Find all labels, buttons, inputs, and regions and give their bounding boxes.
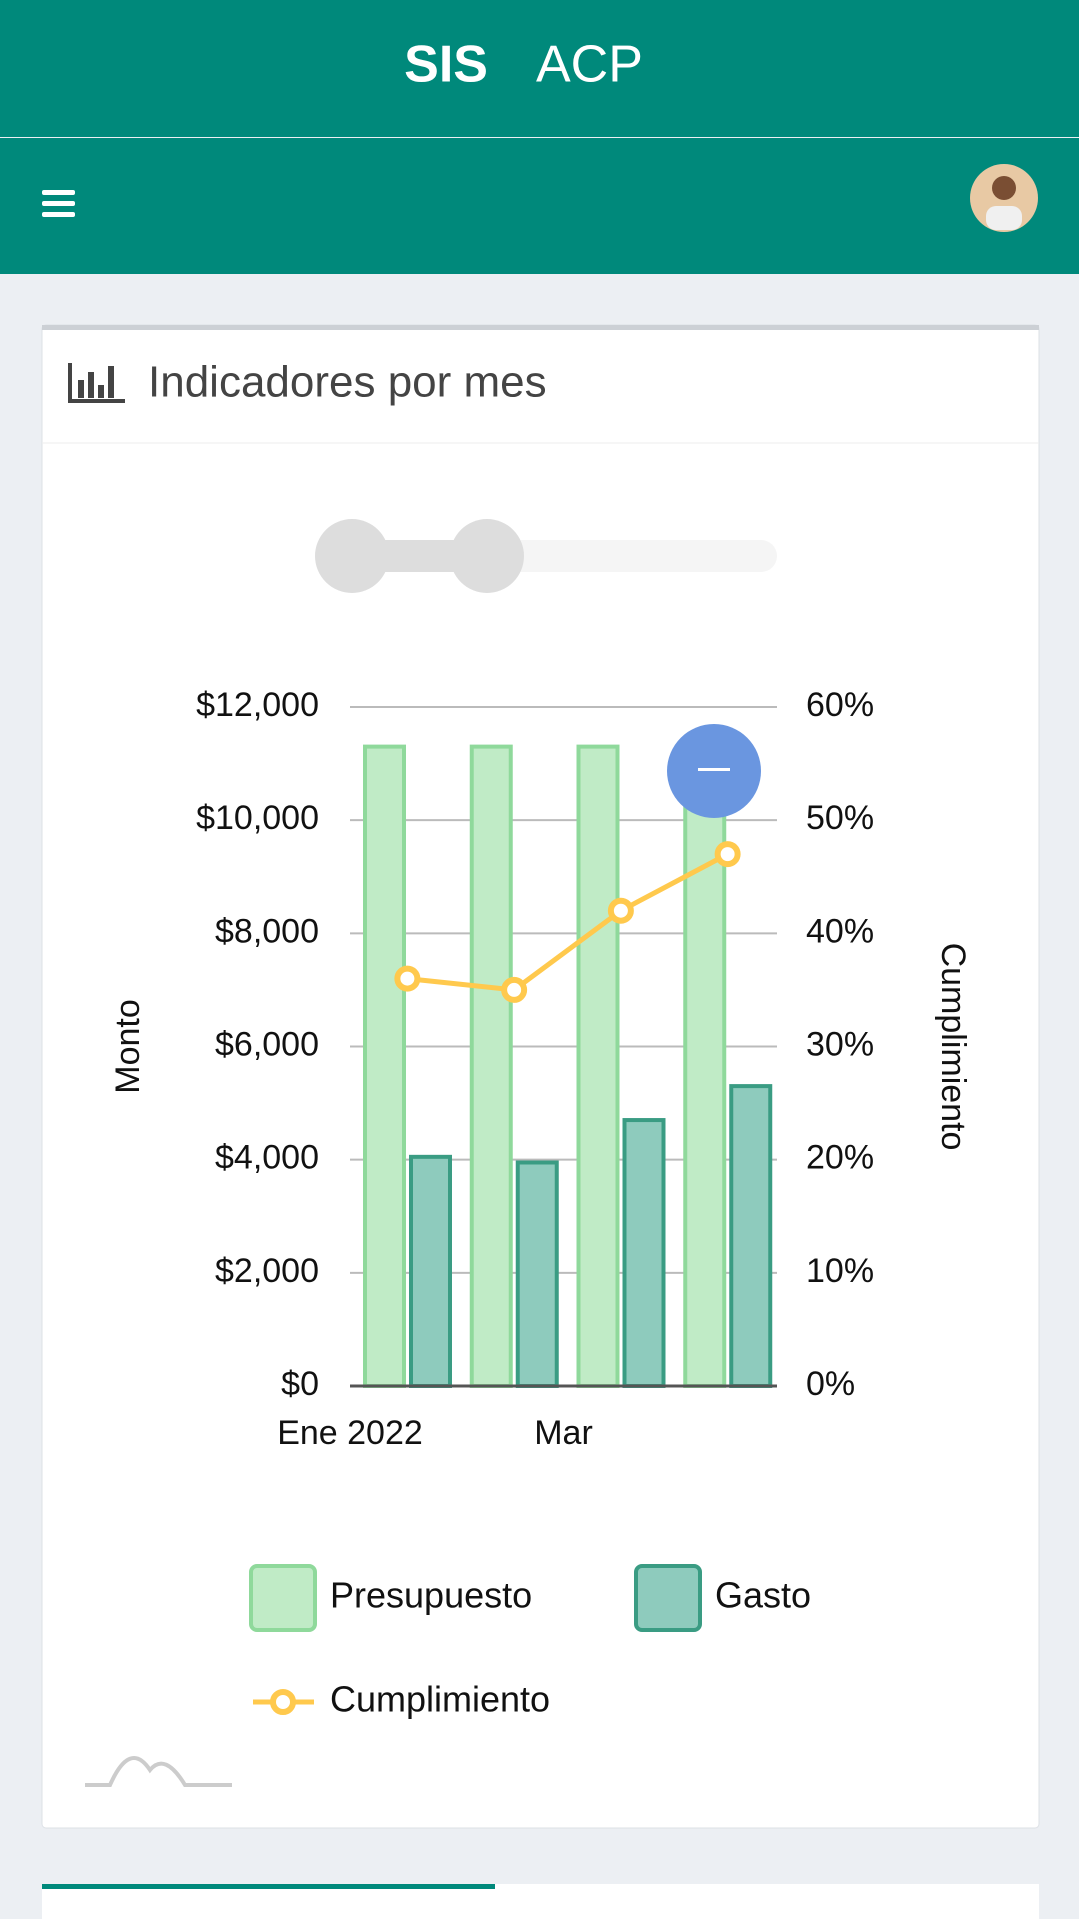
y-tick-label: $10,000: [196, 799, 319, 837]
bar: [515, 1160, 559, 1389]
y-tick-label: $12,000: [196, 686, 319, 724]
chart: $0 $2,000 $4,000 $6,000 $8,000 $10,000 $12,000…: [109, 686, 972, 1720]
y2-tick-label: 60%: [806, 686, 874, 724]
y-tick-label: $4,000: [215, 1139, 319, 1177]
slider-handle[interactable]: [450, 519, 524, 593]
y2-tick-label: 40%: [806, 912, 874, 950]
brand-name: ACP: [536, 36, 643, 94]
y2-axis-title: Cumplimiento: [934, 943, 972, 1151]
avatar-body: [986, 206, 1022, 230]
y-tick-label: $6,000: [215, 1025, 319, 1063]
line-point: [501, 976, 528, 1003]
logo: [85, 1756, 232, 1787]
fab-icon: [698, 768, 730, 771]
y2-tick-label: 20%: [806, 1139, 874, 1177]
y-axis-title: Monto: [109, 999, 147, 1094]
y2-tick-label: 30%: [806, 1025, 874, 1063]
legend-label: Gasto: [715, 1575, 811, 1616]
y2-tick-label: 50%: [806, 799, 874, 837]
x-tick-label: Ene 2022: [277, 1414, 423, 1452]
nav-bar: [0, 138, 1079, 274]
bar: [622, 1118, 666, 1389]
y2-tick-label: 0%: [806, 1365, 855, 1403]
card-title: Indicadores por mes: [148, 358, 547, 407]
avatar-head: [992, 176, 1016, 200]
y-tick-label: $2,000: [215, 1252, 319, 1290]
bar: [363, 744, 406, 1388]
line-point: [607, 897, 634, 924]
bar: [576, 744, 620, 1388]
y2-tick-label: 10%: [806, 1252, 874, 1290]
tab-panel: [42, 1884, 1039, 1919]
legend-marker: [270, 1689, 296, 1715]
slider-handle[interactable]: [315, 519, 389, 593]
line-point: [394, 965, 421, 992]
header-bar: [0, 0, 1079, 137]
bar: [469, 744, 513, 1388]
y-tick-label: $8,000: [215, 912, 319, 950]
brand: SIS: [404, 36, 488, 94]
chart-icon: [68, 363, 125, 403]
tab-indicator[interactable]: [42, 1884, 495, 1889]
bar: [409, 1154, 452, 1389]
bar: [683, 744, 727, 1388]
legend-label: Cumplimiento: [330, 1679, 550, 1720]
line-point: [714, 841, 741, 868]
line: [407, 851, 729, 993]
menu-button[interactable]: [42, 190, 75, 217]
x-tick-label: Mar: [534, 1414, 593, 1452]
legend-label: Presupuesto: [330, 1575, 532, 1616]
card-top: [42, 325, 1039, 330]
legend-swatch: [249, 1564, 317, 1632]
bar: [729, 1084, 773, 1388]
legend-swatch: [634, 1564, 702, 1632]
y-tick-label: $0: [281, 1365, 319, 1403]
